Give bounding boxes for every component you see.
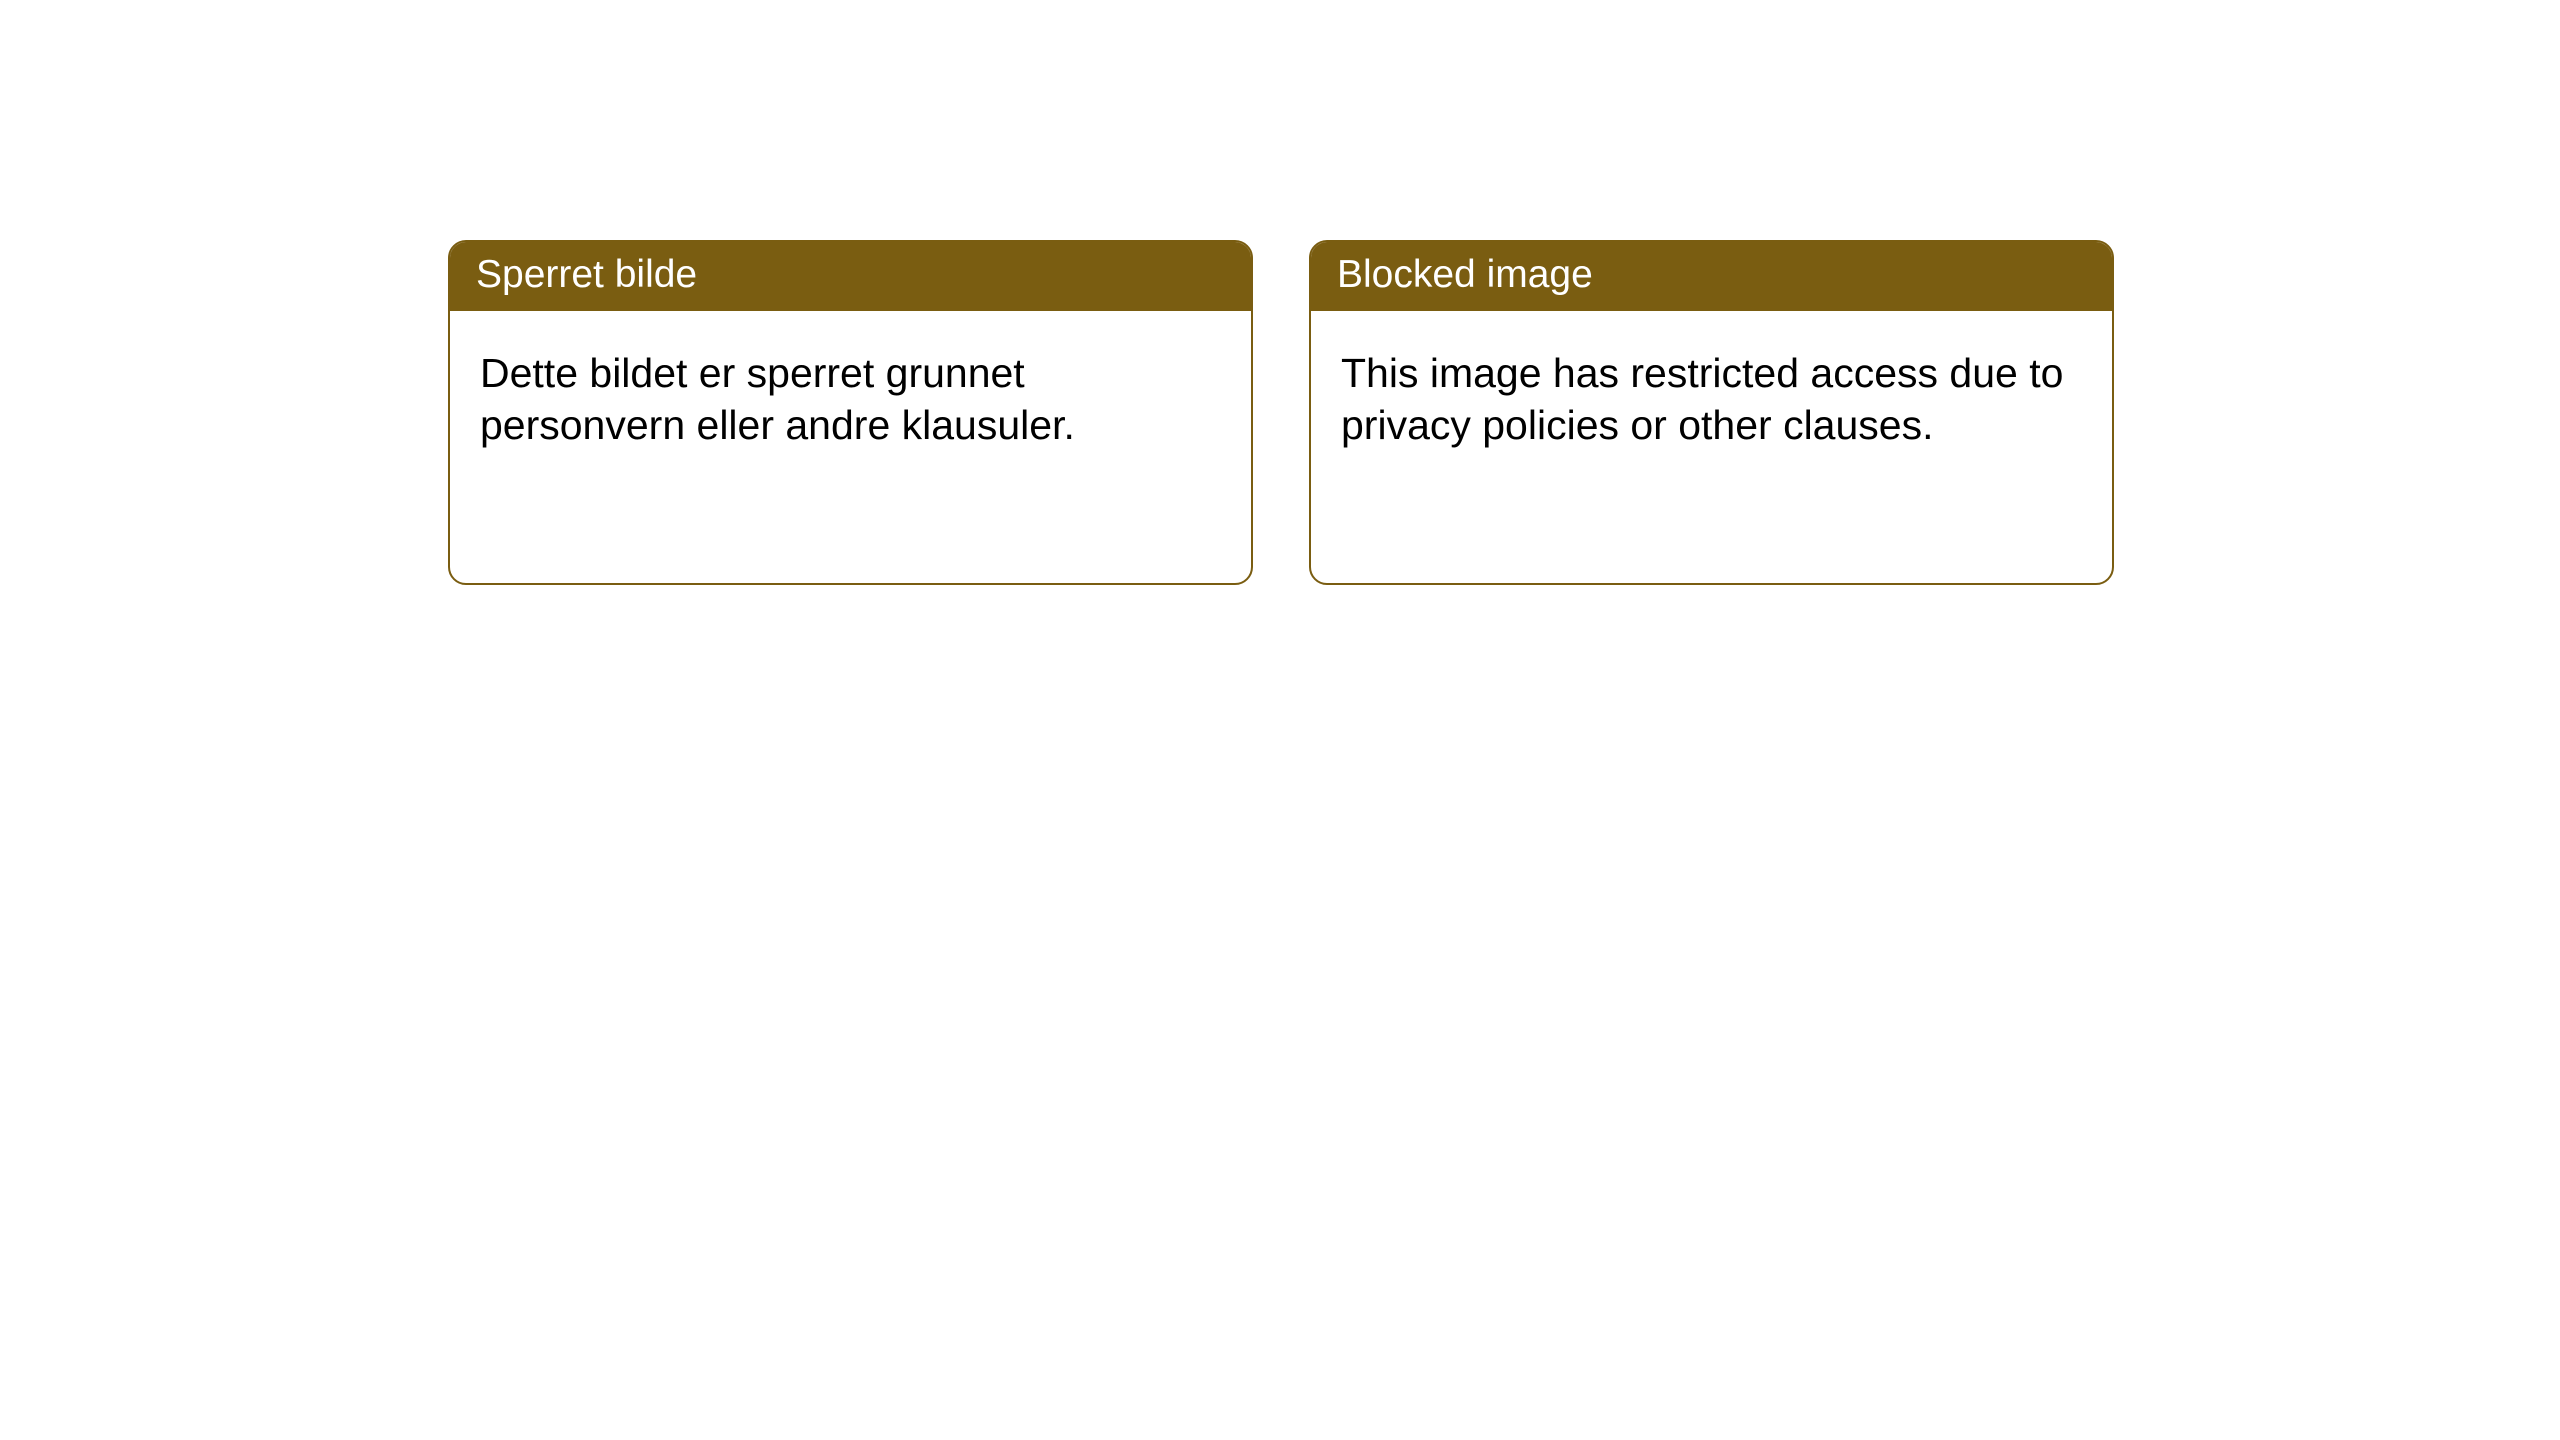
notice-container: Sperret bilde Dette bildet er sperret gr… (0, 0, 2560, 585)
notice-card-norwegian: Sperret bilde Dette bildet er sperret gr… (448, 240, 1253, 585)
notice-card-header: Sperret bilde (450, 242, 1251, 311)
notice-card-header: Blocked image (1311, 242, 2112, 311)
notice-card-body: This image has restricted access due to … (1311, 311, 2112, 583)
notice-card-body: Dette bildet er sperret grunnet personve… (450, 311, 1251, 583)
notice-card-english: Blocked image This image has restricted … (1309, 240, 2114, 585)
